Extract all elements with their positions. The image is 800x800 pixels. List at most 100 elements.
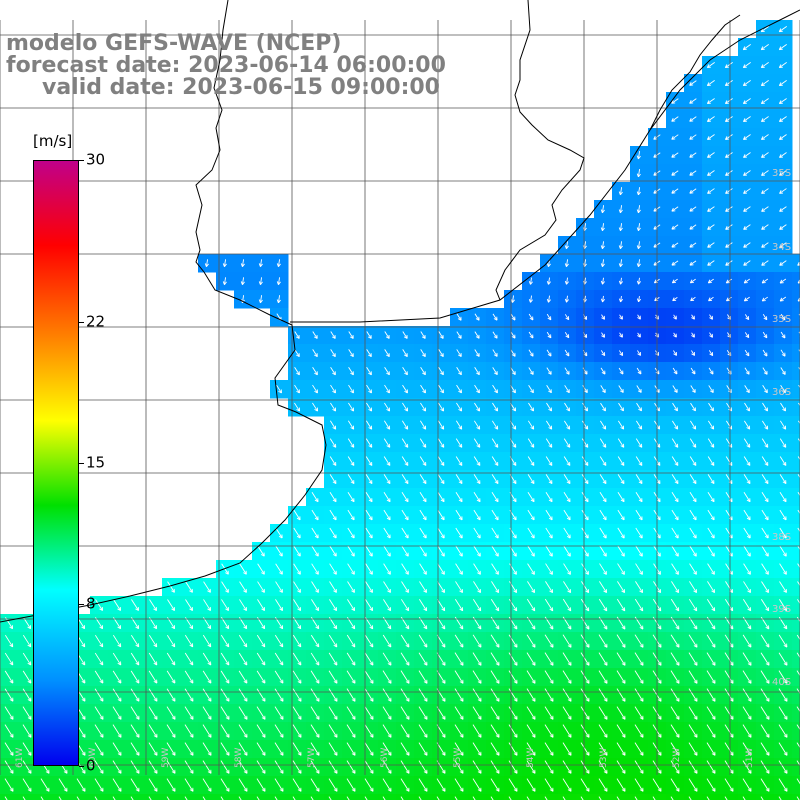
wind-speed-cell — [126, 794, 145, 800]
wind-speed-cell — [630, 794, 649, 800]
wind-speed-cell — [792, 290, 800, 309]
wind-arrow — [706, 98, 715, 104]
wind-speed-cell — [792, 578, 800, 597]
wind-arrow — [778, 44, 787, 51]
wind-arrow — [707, 116, 715, 122]
wind-speed-cell — [522, 794, 541, 800]
colorbar — [33, 160, 79, 766]
wind-speed-cell — [792, 434, 800, 453]
latitude-label: 40S — [772, 677, 791, 688]
wind-speed-cell — [378, 794, 397, 800]
wind-speed-cell — [792, 686, 800, 705]
wind-speed-cell — [468, 794, 487, 800]
wind-speed-cell — [72, 794, 91, 800]
wind-speed-cell — [576, 794, 595, 800]
wind-speed-cell — [702, 794, 721, 800]
latitude-label: 35S — [772, 314, 791, 325]
wind-speed-cells — [0, 20, 800, 800]
wind-speed-cell — [792, 362, 800, 381]
colorbar-tick-mark — [79, 160, 84, 161]
longitude-label: 51W — [745, 748, 755, 768]
wind-speed-cell — [90, 794, 109, 800]
wind-arrow — [689, 80, 697, 86]
latitude-label: 39S — [772, 604, 791, 615]
latitude-label: 38S — [772, 532, 791, 543]
wind-arrow — [742, 80, 751, 87]
wind-speed-cell — [792, 794, 800, 800]
wind-speed-cell — [0, 794, 19, 800]
wind-arrow — [760, 62, 769, 69]
wind-arrow — [671, 116, 679, 122]
wind-speed-cell — [792, 398, 800, 417]
wind-arrow — [778, 98, 787, 104]
colorbar-tick-mark — [79, 463, 84, 464]
wind-speed-cell — [792, 488, 800, 507]
model-title: modelo GEFS-WAVE (NCEP) — [6, 31, 342, 56]
wind-arrow — [760, 80, 769, 87]
wind-speed-cell — [792, 452, 800, 471]
wind-speed-cell — [792, 524, 800, 543]
wind-speed-cell — [306, 794, 325, 800]
wind-arrow — [760, 44, 769, 51]
wind-speed-cell — [324, 794, 343, 800]
wind-speed-cell — [486, 794, 505, 800]
wind-speed-cell — [792, 560, 800, 579]
wind-speed-cell — [216, 794, 235, 800]
wind-arrow — [689, 98, 697, 104]
latitude-label: 36S — [772, 387, 791, 398]
wind-speed-cell — [288, 794, 307, 800]
wind-arrow — [779, 116, 787, 122]
wind-speed-cell — [792, 722, 800, 741]
wind-arrow — [706, 80, 715, 87]
wind-arrow — [689, 116, 697, 122]
colorbar-tick-label: 0 — [86, 756, 96, 775]
wind-arrow — [724, 80, 733, 87]
wind-speed-cell — [612, 794, 631, 800]
wind-speed-cell — [342, 794, 361, 800]
wind-speed-cell — [792, 542, 800, 561]
wind-speed-cell — [270, 794, 289, 800]
wind-arrow — [742, 98, 751, 104]
colorbar-tick-label: 8 — [86, 594, 96, 613]
wind-speed-cell — [666, 794, 685, 800]
longitude-label: 59W — [161, 748, 171, 768]
wind-speed-cell — [792, 776, 800, 795]
wind-speed-cell — [540, 794, 559, 800]
wind-speed-cell — [36, 794, 55, 800]
wind-speed-cell — [792, 596, 800, 615]
wind-speed-cell — [144, 794, 163, 800]
wind-arrow — [778, 80, 787, 87]
colorbar-tick-mark — [79, 321, 84, 323]
wind-speed-cell — [792, 758, 800, 777]
wind-speed-cell — [792, 668, 800, 687]
forecast-date: forecast date: 2023-06-14 06:00:00 — [6, 53, 446, 78]
wind-speed-cell — [792, 254, 800, 273]
colorbar-tick-label: 15 — [86, 453, 106, 472]
wind-arrow — [671, 98, 679, 104]
wind-speed-cell — [792, 344, 800, 363]
wind-arrow — [724, 62, 733, 69]
wind-speed-cell — [414, 794, 433, 800]
wind-speed-cell — [360, 794, 379, 800]
latitude-label: 35S — [772, 168, 791, 179]
wind-arrow — [742, 44, 751, 51]
colorbar-tick-label: 30 — [86, 150, 106, 169]
colorbar-tick-label: 22 — [86, 312, 106, 331]
colorbar-tick-mark — [79, 766, 84, 767]
wind-speed-cell — [450, 794, 469, 800]
wind-arrow — [760, 98, 769, 104]
wind-speed-cell — [792, 614, 800, 633]
wind-speed-cell — [54, 794, 73, 800]
wind-speed-cell — [792, 650, 800, 669]
wind-speed-cell — [432, 794, 451, 800]
longitude-label: 61W — [15, 748, 25, 768]
wind-speed-cell — [108, 794, 127, 800]
wind-speed-cell — [756, 794, 775, 800]
wind-arrow — [725, 116, 733, 122]
wind-speed-cell — [792, 272, 800, 291]
longitude-label: 54W — [526, 748, 536, 768]
wind-arrow — [743, 116, 751, 122]
wind-arrow — [778, 62, 787, 69]
